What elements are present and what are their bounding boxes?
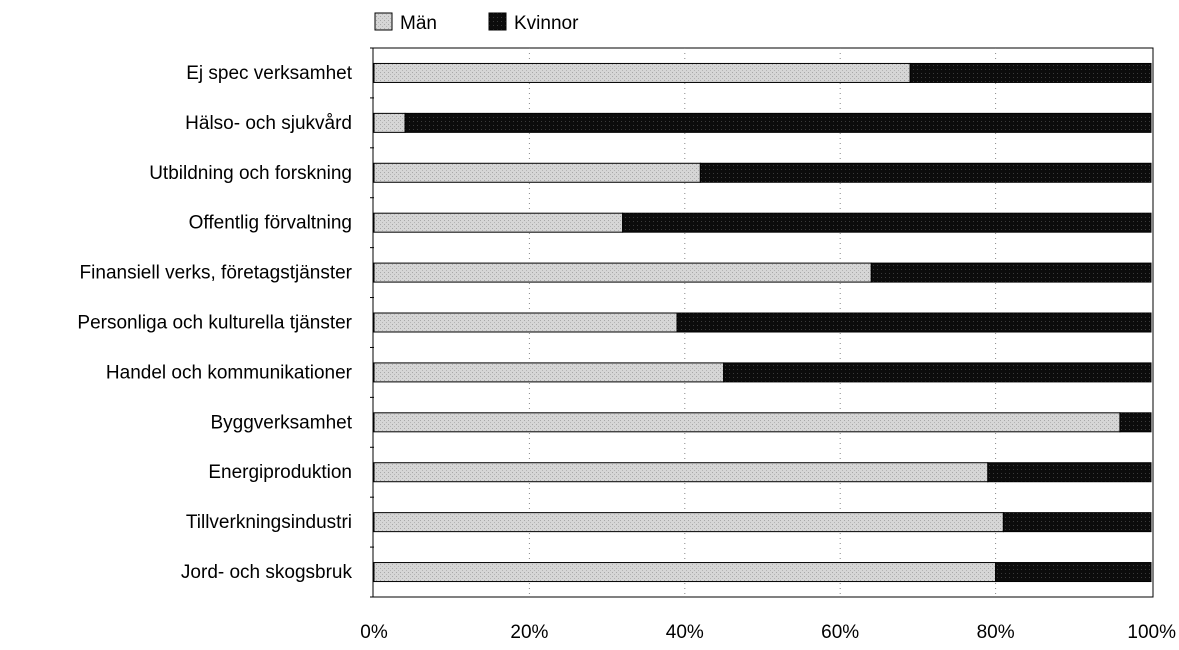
y-ticks (370, 47, 374, 598)
legend: Män Kvinnor (374, 12, 579, 34)
x-tick-label: 0% (360, 622, 388, 643)
category-label: Ej spec verksamhet (186, 63, 353, 84)
category-label: Byggverksamhet (210, 412, 352, 433)
bar-man (373, 562, 997, 583)
legend-label-man: Män (400, 13, 437, 34)
bar-man (373, 312, 678, 333)
legend-swatch-man (374, 12, 393, 31)
bar-man (373, 162, 701, 183)
bar-man (373, 462, 989, 483)
bar-kvinnor (870, 262, 1152, 283)
category-label: Jord- och skogsbruk (181, 562, 353, 583)
bar-man (373, 412, 1121, 433)
plot-area (372, 47, 1154, 598)
legend-swatch-kvinnor (488, 12, 507, 31)
x-tick-label: 60% (821, 622, 859, 643)
bar-kvinnor (676, 312, 1152, 333)
bar-kvinnor (404, 112, 1152, 133)
bar-man (373, 112, 406, 133)
category-label: Tillverkningsindustri (186, 512, 352, 533)
bar-kvinnor (1119, 412, 1152, 433)
bar-man (373, 512, 1004, 533)
category-label: Utbildning och forskning (149, 163, 352, 184)
x-tick-label: 40% (666, 622, 704, 643)
category-label: Offentlig förvaltning (189, 213, 352, 234)
bar-kvinnor (909, 62, 1152, 83)
x-tick-label: 20% (510, 622, 548, 643)
bar-man (373, 362, 725, 383)
bar-kvinnor (699, 162, 1152, 183)
bar-kvinnor (723, 362, 1152, 383)
x-tick-label: 80% (977, 622, 1015, 643)
bar-man (373, 262, 872, 283)
x-tick-labels: 0% 20% 40% 60% 80% 100% (360, 622, 1176, 643)
bar-kvinnor (622, 212, 1152, 233)
legend-label-kvinnor: Kvinnor (514, 13, 579, 34)
category-label: Finansiell verks, företagstjänster (80, 263, 353, 284)
bar-man (373, 212, 624, 233)
category-labels: Ej spec verksamhet Hälso- och sjukvård Utb… (77, 63, 352, 583)
bars (373, 62, 1152, 583)
category-label: Energiproduktion (208, 462, 352, 483)
bar-kvinnor (995, 562, 1152, 583)
bar-kvinnor (1002, 512, 1152, 533)
category-label: Handel och kommunikationer (106, 362, 353, 383)
x-tick-label: 100% (1127, 622, 1176, 643)
bar-kvinnor (987, 462, 1152, 483)
category-label: Hälso- och sjukvård (185, 113, 352, 134)
bar-man (373, 62, 911, 83)
category-label: Personliga och kulturella tjänster (77, 313, 352, 334)
